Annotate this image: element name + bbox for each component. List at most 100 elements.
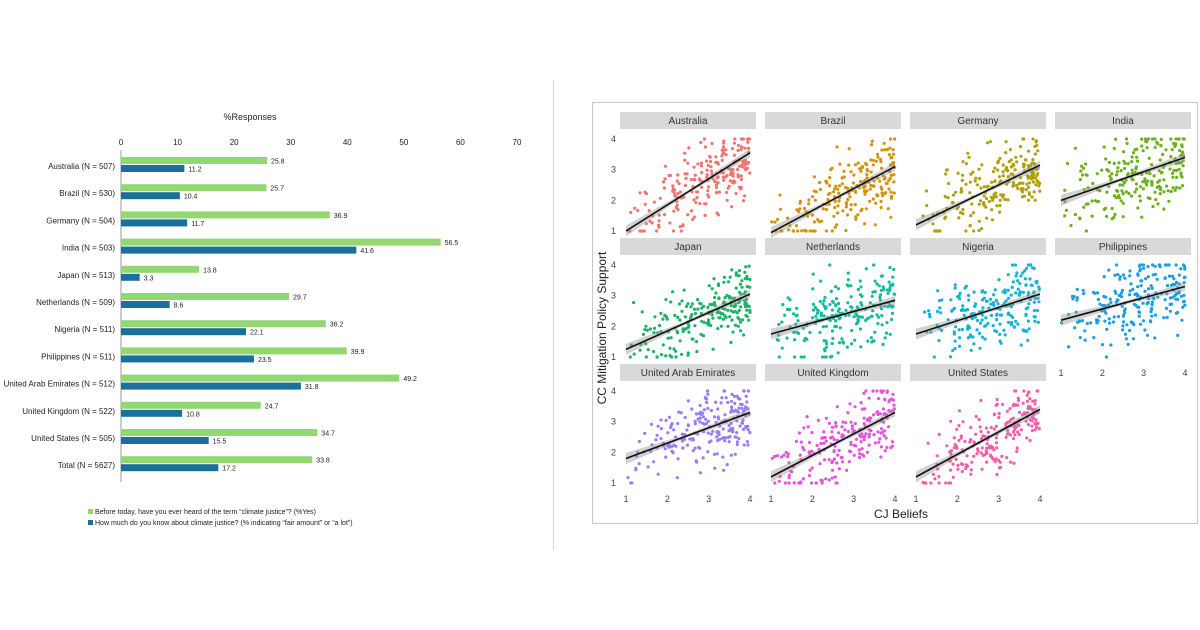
data-point: [1142, 266, 1146, 270]
facet-panel: Nigeria: [910, 238, 1046, 365]
data-point: [888, 146, 892, 150]
data-point: [645, 328, 649, 332]
data-point: [735, 431, 739, 435]
data-point: [1130, 155, 1134, 159]
data-point: [730, 318, 734, 322]
regression-line: [625, 411, 751, 460]
data-point: [718, 437, 722, 441]
data-point: [1025, 182, 1029, 186]
data-point: [866, 339, 870, 343]
data-point: [826, 197, 830, 202]
data-point: [1129, 282, 1133, 286]
data-point: [1032, 161, 1036, 165]
data-point: [985, 442, 989, 446]
data-point: [882, 141, 886, 145]
data-point: [871, 163, 875, 167]
data-point: [729, 340, 733, 344]
data-point: [994, 195, 998, 199]
data-point: [675, 203, 679, 207]
y-tick-label: 1: [611, 352, 616, 362]
x-tick-label: 3: [1141, 368, 1146, 378]
data-point: [991, 324, 995, 328]
data-point: [847, 449, 852, 453]
data-point: [672, 443, 676, 447]
data-point: [892, 191, 896, 195]
data-point: [686, 302, 690, 306]
data-point: [1137, 314, 1141, 318]
data-point: [984, 316, 988, 320]
data-point: [702, 304, 706, 308]
data-point: [1163, 298, 1167, 302]
data-point: [880, 430, 884, 434]
data-point: [695, 350, 699, 354]
data-point: [686, 424, 690, 428]
data-point: [993, 288, 997, 292]
data-point: [818, 299, 822, 304]
data-point: [1182, 281, 1186, 285]
data-point: [1092, 336, 1096, 340]
data-point: [967, 325, 971, 329]
data-point: [719, 324, 723, 328]
data-point: [821, 355, 825, 359]
data-point: [711, 316, 715, 320]
data-point: [972, 290, 976, 294]
data-point: [946, 181, 951, 186]
data-point: [1172, 277, 1176, 281]
x-tick-label: 3: [706, 494, 711, 504]
data-point: [929, 330, 933, 334]
data-point: [808, 330, 812, 335]
data-point: [867, 432, 872, 436]
scatter-points: [770, 137, 897, 233]
data-point: [1105, 168, 1109, 172]
bar-knowledge: [121, 382, 301, 390]
data-point: [1172, 168, 1176, 172]
data-point: [672, 428, 676, 432]
data-point: [958, 297, 962, 301]
facet-title: United States: [948, 368, 1008, 379]
data-point: [792, 481, 796, 485]
legend-swatch: [88, 509, 93, 514]
data-point: [722, 141, 726, 145]
data-point: [1036, 149, 1040, 153]
data-point: [863, 407, 867, 411]
category-label: United Kingdom (N = 522): [22, 407, 115, 416]
data-point: [1005, 169, 1010, 173]
data-point: [657, 219, 661, 223]
data-point: [870, 294, 874, 298]
data-point: [728, 315, 732, 319]
data-point: [980, 313, 984, 317]
data-point: [740, 421, 745, 425]
data-point: [1143, 328, 1147, 332]
data-point: [775, 454, 780, 458]
data-point: [864, 161, 868, 166]
data-point: [928, 315, 932, 319]
data-point: [821, 302, 825, 306]
data-point: [849, 342, 854, 346]
data-point: [1135, 187, 1139, 191]
data-point: [1038, 181, 1042, 185]
data-point: [1136, 206, 1140, 210]
data-point: [984, 324, 988, 328]
data-point: [951, 475, 955, 479]
data-point: [707, 195, 711, 199]
category-label: Germany (N = 504): [46, 216, 115, 225]
data-point: [1139, 284, 1143, 288]
data-point: [848, 402, 852, 406]
data-point: [1025, 393, 1029, 397]
data-point: [1141, 301, 1145, 305]
data-point: [744, 313, 748, 318]
data-point: [805, 337, 809, 341]
data-point: [676, 331, 680, 335]
data-point: [1023, 412, 1028, 416]
data-point: [881, 194, 885, 198]
data-point: [741, 199, 746, 203]
data-point: [1151, 263, 1155, 267]
data-point: [957, 344, 962, 348]
data-point: [674, 355, 678, 359]
data-point: [832, 214, 836, 218]
data-point: [992, 196, 996, 200]
data-point: [1104, 355, 1109, 359]
data-point: [786, 216, 790, 220]
data-point: [830, 329, 835, 333]
data-point: [744, 426, 748, 430]
